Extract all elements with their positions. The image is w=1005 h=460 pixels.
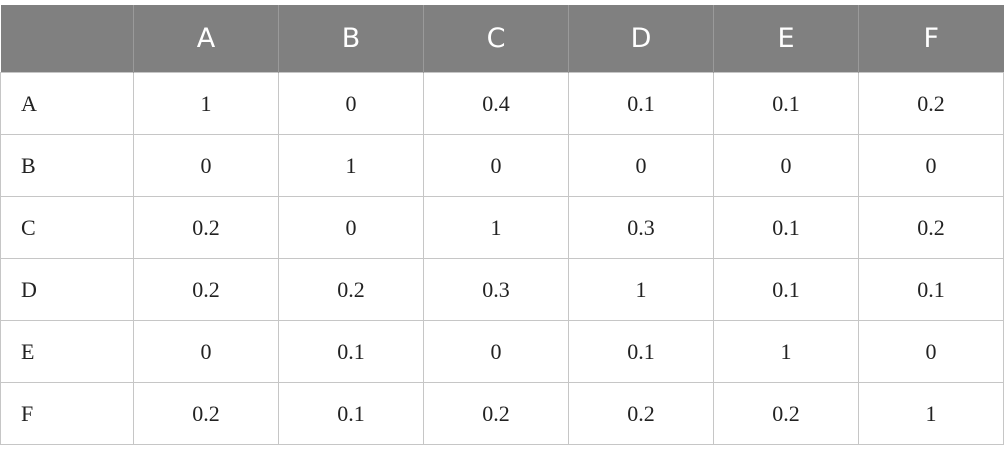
cell: 0 — [568, 134, 714, 197]
table-row: D 0.2 0.2 0.3 1 0.1 0.1 — [0, 258, 1004, 321]
column-header: B — [278, 5, 424, 73]
cell: 1 — [568, 258, 714, 321]
cell: 0.1 — [278, 320, 424, 383]
cell: 0.1 — [278, 382, 424, 445]
cell: 1 — [858, 382, 1004, 445]
cell: 0.2 — [423, 382, 569, 445]
cell: 0.1 — [713, 196, 859, 259]
table-row: C 0.2 0 1 0.3 0.1 0.2 — [0, 196, 1004, 259]
column-header: C — [423, 5, 569, 73]
cell: 0 — [713, 134, 859, 197]
cell: 0 — [133, 134, 279, 197]
cell: 0.2 — [133, 196, 279, 259]
row-label: D — [0, 258, 134, 321]
row-label: B — [0, 134, 134, 197]
cell: 0.2 — [133, 258, 279, 321]
cell: 0.1 — [568, 320, 714, 383]
row-label: A — [0, 72, 134, 135]
row-label: E — [0, 320, 134, 383]
cell: 0 — [858, 320, 1004, 383]
cell: 0.2 — [713, 382, 859, 445]
cell: 0.1 — [568, 72, 714, 135]
cell: 0.1 — [713, 72, 859, 135]
cell: 0.2 — [133, 382, 279, 445]
column-header: A — [133, 5, 279, 73]
cell: 0.2 — [278, 258, 424, 321]
cell: 0.3 — [568, 196, 714, 259]
cell: 0.1 — [858, 258, 1004, 321]
cell: 0 — [858, 134, 1004, 197]
table-row: E 0 0.1 0 0.1 1 0 — [0, 320, 1004, 383]
cell: 0 — [278, 196, 424, 259]
column-header: D — [568, 5, 714, 73]
table-body: A 1 0 0.4 0.1 0.1 0.2 B 0 1 0 0 0 0 C 0.2 0 1 0.3 0.1 0.2 D 0.… — [0, 72, 1004, 445]
cell: 0.1 — [713, 258, 859, 321]
cell: 0.3 — [423, 258, 569, 321]
column-header: F — [858, 5, 1004, 73]
cell: 0.2 — [568, 382, 714, 445]
cell: 0 — [133, 320, 279, 383]
cell: 1 — [423, 196, 569, 259]
row-label: C — [0, 196, 134, 259]
cell: 0.4 — [423, 72, 569, 135]
cell: 0 — [423, 134, 569, 197]
corner-cell — [0, 5, 134, 73]
row-label: F — [0, 382, 134, 445]
cell: 0 — [278, 72, 424, 135]
table-row: A 1 0 0.4 0.1 0.1 0.2 — [0, 72, 1004, 135]
cell: 0.2 — [858, 196, 1004, 259]
column-header: E — [713, 5, 859, 73]
cell: 1 — [278, 134, 424, 197]
table-row: F 0.2 0.1 0.2 0.2 0.2 1 — [0, 382, 1004, 445]
cell: 1 — [713, 320, 859, 383]
cell: 0 — [423, 320, 569, 383]
cell: 1 — [133, 72, 279, 135]
cell: 0.2 — [858, 72, 1004, 135]
